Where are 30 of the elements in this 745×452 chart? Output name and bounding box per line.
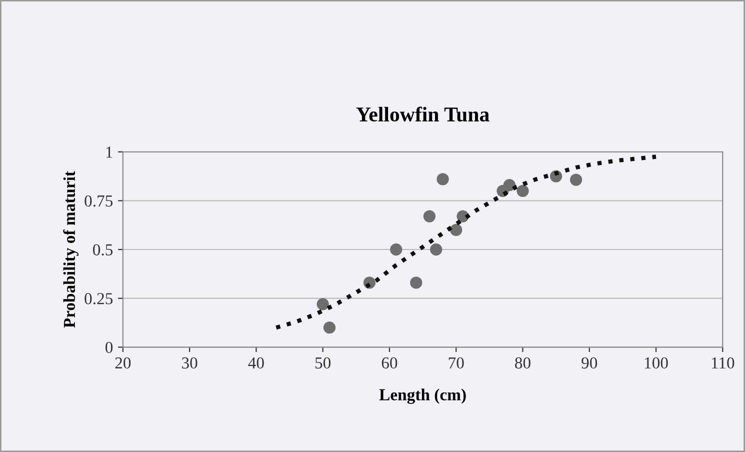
y-tick-label: 1 <box>106 146 112 158</box>
point <box>450 224 462 236</box>
point <box>570 174 582 186</box>
point <box>323 322 336 334</box>
y-tick-label: 0.5 <box>93 244 113 256</box>
x-tick-label: 90 <box>582 357 598 369</box>
y-tick-label: 0 <box>106 342 113 354</box>
x-tick-label: 40 <box>248 357 264 369</box>
y-axis-title: Probability of maturit <box>63 171 78 328</box>
point <box>316 298 329 310</box>
point <box>516 184 529 197</box>
point <box>436 173 449 186</box>
x-tick-label: 60 <box>382 357 398 369</box>
point <box>423 210 436 222</box>
x-tick-label: 80 <box>515 357 530 369</box>
chart-title: Yellowfin Tuna <box>356 106 490 122</box>
x-axis-title: Length (cm) <box>379 388 466 404</box>
y-tick-label: 0.75 <box>84 195 113 207</box>
x-tick-label: 70 <box>448 357 464 369</box>
x-tick-label: 100 <box>644 357 668 369</box>
x-tick-label: 20 <box>115 357 131 369</box>
point <box>410 276 422 289</box>
y-tick-label: 0.25 <box>84 293 113 304</box>
x-tick-label: 110 <box>712 357 734 369</box>
point <box>430 243 442 256</box>
x-tick-label: 30 <box>182 357 198 369</box>
point <box>390 243 402 256</box>
x-tick-label: 50 <box>315 357 331 369</box>
point <box>503 178 516 192</box>
line-series <box>274 154 658 330</box>
